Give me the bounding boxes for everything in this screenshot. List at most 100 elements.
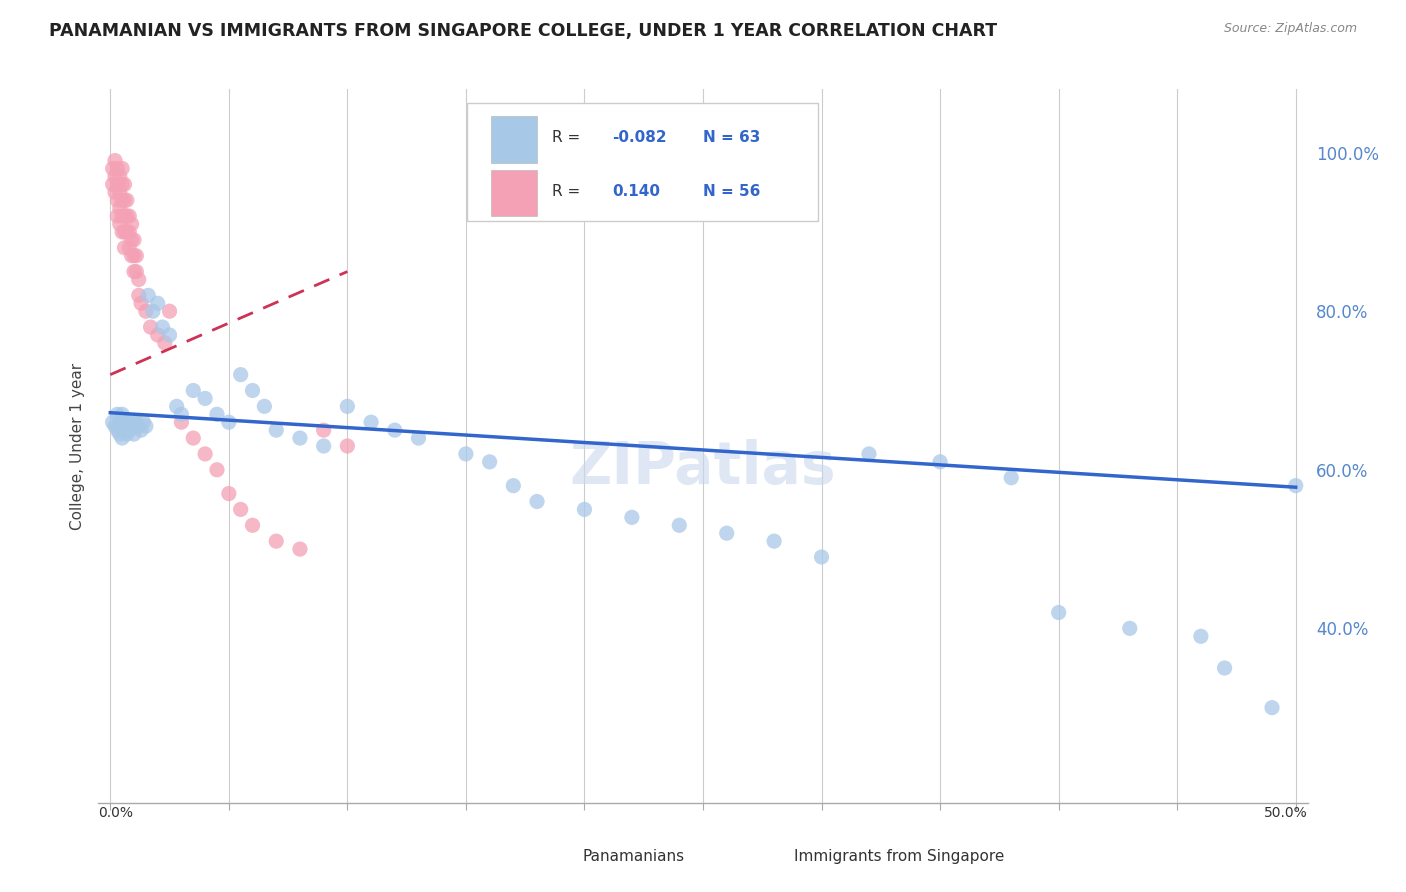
Point	[108, 415, 131, 429]
Point	[170, 415, 193, 429]
Point	[122, 249, 145, 263]
Point	[122, 427, 145, 442]
Point	[122, 233, 145, 247]
Point	[181, 384, 204, 398]
Point	[1213, 661, 1236, 675]
Point	[121, 249, 143, 263]
Point	[763, 534, 786, 549]
Point	[858, 447, 880, 461]
Point	[288, 542, 311, 557]
Point	[181, 431, 204, 445]
Point	[129, 296, 152, 310]
Point	[288, 431, 311, 445]
Point	[101, 415, 124, 429]
Y-axis label: College, Under 1 year: College, Under 1 year	[69, 362, 84, 530]
Point	[135, 304, 157, 318]
Point	[114, 225, 136, 239]
Point	[105, 193, 128, 207]
Point	[620, 510, 643, 524]
Point	[118, 225, 141, 239]
Point	[408, 431, 430, 445]
Point	[111, 178, 134, 192]
Point	[810, 549, 832, 564]
Point	[135, 419, 157, 434]
FancyBboxPatch shape	[492, 116, 537, 162]
Text: 0.140: 0.140	[613, 184, 661, 199]
Point	[478, 455, 501, 469]
Point	[104, 169, 127, 184]
Text: -0.082: -0.082	[613, 130, 666, 145]
Point	[114, 423, 136, 437]
Point	[1119, 621, 1142, 635]
Point	[229, 502, 252, 516]
Point	[118, 415, 141, 429]
Point	[101, 178, 124, 192]
Point	[139, 320, 162, 334]
Point	[108, 427, 131, 442]
Point	[105, 178, 128, 192]
Point	[108, 217, 131, 231]
Point	[1189, 629, 1212, 643]
Text: N = 56: N = 56	[703, 184, 761, 199]
Point	[104, 186, 127, 200]
FancyBboxPatch shape	[751, 844, 787, 871]
Point	[574, 502, 596, 516]
Point	[264, 423, 287, 437]
Point	[1000, 471, 1022, 485]
Point	[1261, 700, 1284, 714]
Point	[716, 526, 738, 541]
Point	[114, 209, 136, 223]
Point	[229, 368, 252, 382]
Point	[218, 486, 240, 500]
Point	[336, 439, 359, 453]
Point	[111, 225, 134, 239]
Point	[502, 478, 524, 492]
FancyBboxPatch shape	[492, 169, 537, 216]
Point	[194, 447, 217, 461]
Point	[105, 161, 128, 176]
Point	[929, 455, 952, 469]
Point	[360, 415, 382, 429]
Point	[105, 423, 128, 437]
Point	[104, 419, 127, 434]
Point	[129, 423, 152, 437]
Point	[122, 264, 145, 278]
Point	[454, 447, 477, 461]
Point	[111, 407, 134, 421]
Point	[128, 272, 150, 286]
Point	[253, 400, 276, 414]
Point	[132, 415, 155, 429]
Point	[111, 161, 134, 176]
Point	[114, 241, 136, 255]
Point	[218, 415, 240, 429]
Point	[104, 153, 127, 168]
Point	[111, 419, 134, 434]
Point	[264, 534, 287, 549]
Point	[146, 328, 169, 343]
Point	[108, 169, 131, 184]
Point	[114, 415, 136, 429]
Point	[384, 423, 406, 437]
Point	[128, 288, 150, 302]
Point	[105, 407, 128, 421]
Point	[312, 439, 335, 453]
Point	[159, 328, 181, 343]
Point	[668, 518, 690, 533]
Point	[115, 193, 138, 207]
Point	[115, 419, 138, 434]
Text: R =: R =	[551, 184, 585, 199]
Text: Immigrants from Singapore: Immigrants from Singapore	[793, 849, 1004, 863]
Text: 50.0%: 50.0%	[1264, 806, 1308, 820]
Point	[122, 415, 145, 429]
Point	[142, 304, 165, 318]
Text: ZIPatlas: ZIPatlas	[569, 439, 837, 496]
Point	[312, 423, 335, 437]
Point	[125, 415, 148, 429]
Point	[118, 209, 141, 223]
Point	[118, 423, 141, 437]
Point	[146, 296, 169, 310]
Text: 0.0%: 0.0%	[98, 806, 134, 820]
Point	[111, 193, 134, 207]
Point	[111, 431, 134, 445]
Point	[166, 400, 188, 414]
